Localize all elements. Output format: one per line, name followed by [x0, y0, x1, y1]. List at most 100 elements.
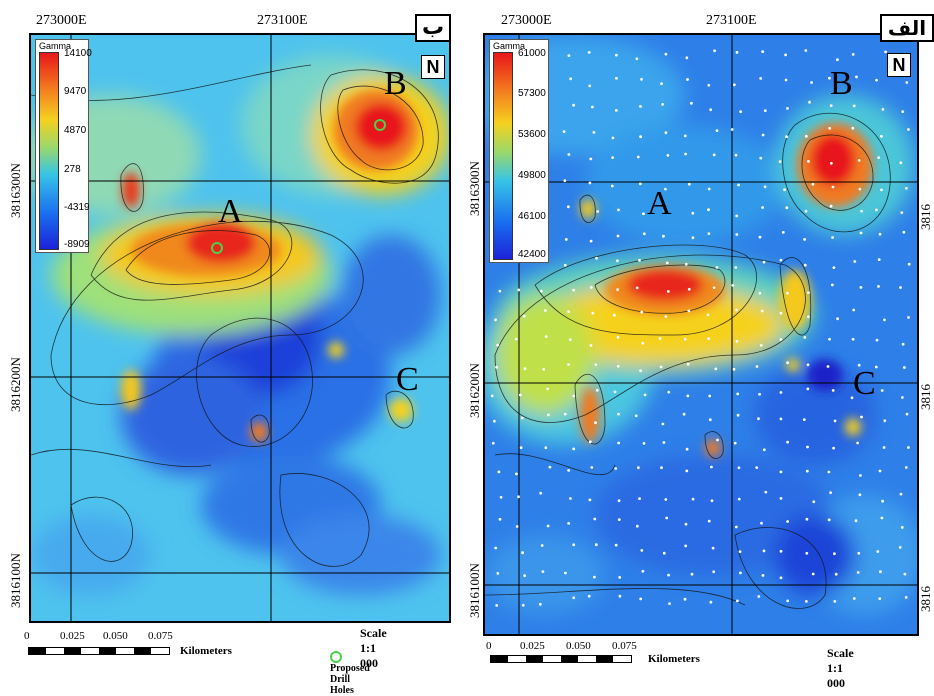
right-legend-tick: 42400	[518, 249, 546, 260]
sample-point	[567, 310, 570, 313]
sample-point	[614, 543, 618, 547]
sample-point	[833, 419, 837, 423]
sample-point	[548, 465, 552, 469]
sample-point	[520, 416, 524, 420]
right-north-arrow-icon: N	[887, 53, 911, 77]
sample-point	[635, 524, 639, 528]
sample-point	[803, 336, 807, 339]
sample-point	[494, 318, 497, 322]
sample-point	[784, 53, 787, 57]
right-legend-tick: 57300	[518, 88, 546, 99]
sample-point	[804, 134, 808, 138]
right-easting-1: 273000E	[501, 13, 552, 28]
sample-point	[779, 497, 783, 500]
sample-point	[638, 497, 641, 500]
sample-point	[732, 367, 736, 371]
sample-point	[715, 129, 719, 132]
sample-point	[904, 466, 908, 469]
sample-point	[779, 311, 783, 315]
sample-point	[831, 283, 834, 287]
sample-point	[831, 389, 835, 392]
sample-point	[709, 600, 713, 604]
sample-point	[634, 414, 638, 418]
sample-point	[588, 440, 592, 444]
sample-point	[683, 597, 687, 601]
sample-point	[859, 231, 863, 235]
sample-point	[859, 474, 862, 477]
sample-point	[860, 209, 863, 213]
sample-point	[805, 600, 808, 603]
sample-point	[880, 516, 884, 520]
sample-point	[762, 549, 766, 553]
sample-point	[735, 51, 739, 54]
sample-point	[803, 263, 807, 267]
sample-point	[636, 155, 640, 159]
sample-point	[519, 446, 523, 449]
sample-point	[491, 441, 495, 445]
sample-point	[786, 440, 789, 444]
sample-point	[806, 363, 810, 367]
right-legend-tick: 49800	[518, 170, 546, 181]
sample-point	[639, 182, 642, 186]
sample-point	[859, 286, 863, 289]
sample-point	[784, 78, 788, 82]
sample-point	[682, 412, 686, 416]
sample-point	[779, 338, 783, 341]
left-legend-tick: -4319	[64, 202, 90, 213]
sample-point	[786, 107, 789, 110]
sample-point	[808, 100, 811, 104]
right-legend-tick: 61000	[518, 48, 546, 59]
sample-point	[661, 103, 664, 106]
sample-point	[785, 206, 789, 210]
sample-point	[589, 344, 593, 347]
sample-point	[567, 363, 570, 366]
sample-point	[610, 184, 614, 188]
sample-point	[662, 551, 666, 555]
sample-point	[860, 415, 863, 419]
sample-point	[883, 318, 886, 322]
sample-point	[523, 367, 527, 371]
sample-point	[642, 442, 646, 445]
sample-point	[832, 446, 835, 450]
left-legend-ramp	[39, 52, 59, 250]
sample-point	[904, 596, 908, 599]
left-drill-hole-B[interactable]	[374, 119, 386, 131]
left-gamma-map[interactable]: A B C Gamma 14100 9470 4870 278 -4319 -8…	[29, 33, 451, 623]
sample-point	[877, 156, 881, 159]
sample-point	[714, 367, 718, 371]
sample-point	[875, 338, 879, 342]
left-panel-letter: ب	[415, 14, 451, 42]
sample-point	[758, 235, 762, 239]
sample-point	[615, 109, 618, 112]
sample-point	[635, 57, 639, 61]
right-gamma-map[interactable]: A B C Gamma 61000 57300 53600 49800 4610…	[483, 33, 919, 636]
sample-point	[567, 54, 571, 57]
sample-point	[903, 366, 906, 369]
sample-point	[811, 182, 815, 186]
sample-point	[733, 441, 737, 445]
sample-point	[905, 81, 909, 84]
sample-point	[757, 595, 761, 598]
sample-point	[563, 179, 567, 183]
sample-point	[783, 188, 786, 192]
sample-point	[829, 104, 833, 107]
sample-point	[691, 211, 695, 215]
sample-point	[712, 286, 716, 290]
sample-point	[715, 266, 719, 269]
sample-point	[665, 516, 669, 520]
sample-point	[498, 517, 502, 521]
sample-point	[593, 517, 597, 521]
sample-point	[515, 472, 518, 476]
sample-point	[616, 259, 619, 263]
right-legend-tick: 53600	[518, 129, 546, 140]
right-scale-num: 0.025	[520, 640, 545, 652]
sample-point	[761, 574, 765, 577]
sample-point	[759, 77, 763, 80]
sample-point	[615, 53, 618, 57]
sample-point	[587, 51, 591, 54]
sample-point	[857, 159, 861, 162]
sample-point	[517, 288, 521, 292]
sample-point	[686, 362, 690, 366]
left-drill-hole-A[interactable]	[211, 242, 223, 254]
right-northing-1: 3816300N	[467, 161, 482, 216]
